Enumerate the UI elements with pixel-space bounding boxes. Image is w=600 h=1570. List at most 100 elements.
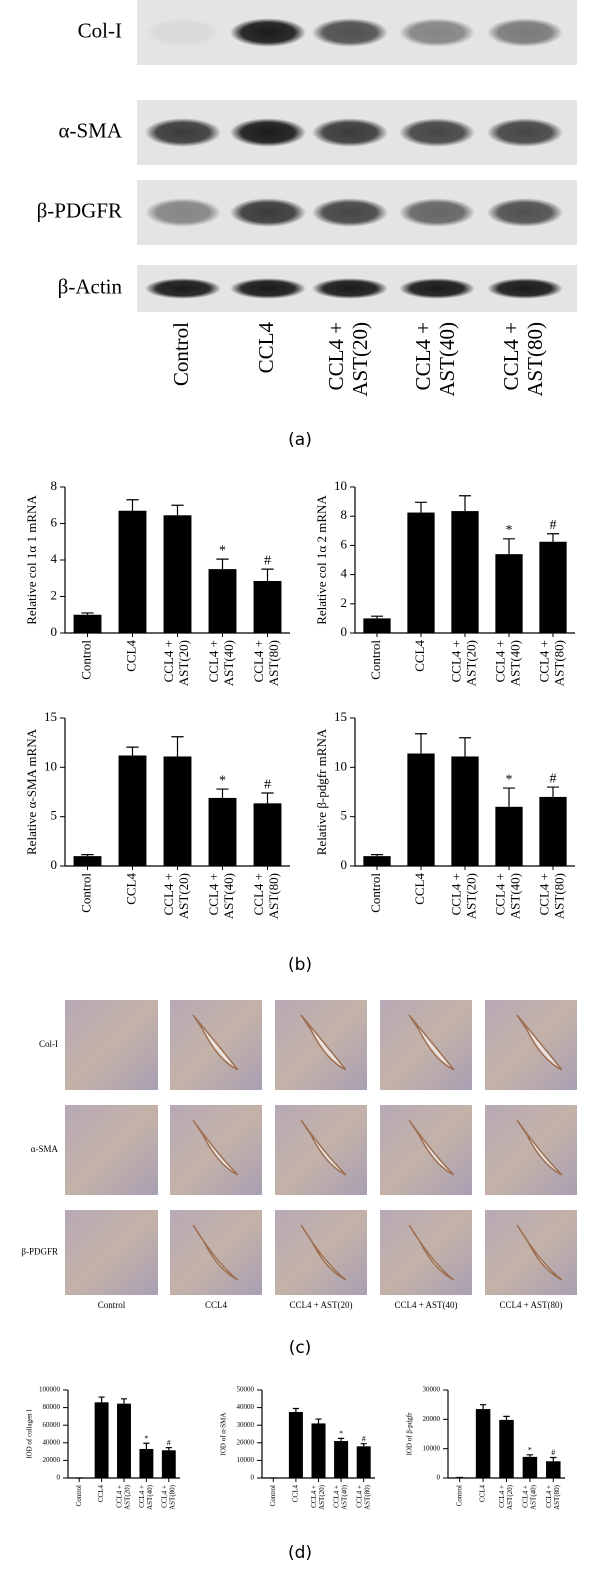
significance-marker: *: [528, 1445, 532, 1454]
y-tick-label: 30000: [423, 1386, 441, 1394]
blot-band: [487, 118, 563, 147]
blot-band: [312, 118, 388, 147]
x-tick-label: CCL4 +: [251, 640, 266, 682]
x-tick-label: CCL4 +: [116, 1485, 124, 1508]
x-tick-label: CCL4 +: [138, 1485, 146, 1508]
significance-marker: #: [550, 518, 557, 533]
bar-chart: 0 5 10 15 Relative α-SMA mRNA Control CCL4 CCL4…: [24, 709, 290, 919]
error-bar: [143, 1442, 150, 1449]
error-bar: [526, 1454, 534, 1457]
x-tick-label: AST(80): [266, 873, 281, 919]
bar: [94, 1402, 109, 1478]
blot-label: β-PDGFR: [37, 198, 122, 222]
blot-band: [399, 198, 475, 227]
y-tick-label: 10: [44, 758, 57, 773]
x-tick-label: AST(20): [176, 873, 191, 919]
column-label: CCL4 + AST(80): [499, 1300, 562, 1310]
bar: [356, 1446, 371, 1478]
y-tick-label: 20000: [423, 1415, 441, 1423]
y-tick-label: 10: [334, 478, 347, 493]
error-bar: [261, 792, 274, 804]
y-tick-label: 10000: [423, 1444, 441, 1452]
error-bar: [120, 1398, 128, 1404]
row-label: β-PDGFR: [21, 1247, 58, 1257]
x-tick-label: CCL4: [292, 1485, 300, 1503]
vessel: [300, 1119, 347, 1176]
blot-band: [399, 18, 475, 47]
lane-label: AST(20): [348, 322, 372, 397]
error-bar: [171, 504, 184, 516]
error-bar: [98, 1396, 105, 1403]
x-tick-label: AST(80): [551, 640, 566, 686]
error-bar: [550, 1456, 557, 1462]
significance-marker: *: [339, 1429, 343, 1438]
lane-label: CCL4 +: [324, 322, 348, 390]
blot-label: α-SMA: [58, 118, 122, 142]
y-axis-label: Relative β-pdgfr mRNA: [314, 728, 329, 855]
x-tick-label: Control: [75, 1485, 83, 1506]
x-tick-label: CCL4: [123, 640, 138, 672]
y-tick-label: 2: [51, 587, 58, 602]
x-tick-label: AST(80): [266, 640, 281, 686]
vessel: [408, 1224, 455, 1281]
y-axis-label: Relative col 1α 2 mRNA: [314, 495, 329, 625]
blot-band: [145, 198, 221, 227]
bar: [253, 803, 282, 866]
significance-marker: #: [550, 771, 557, 786]
error-bar: [502, 787, 516, 807]
y-tick-label: 6: [341, 536, 348, 551]
x-tick-label: CCL4: [412, 873, 427, 905]
error-bar: [261, 568, 274, 581]
bar: [475, 1409, 491, 1478]
blot-band: [145, 18, 221, 47]
error-bar: [81, 854, 94, 857]
column-label: Control: [98, 1300, 126, 1310]
blot-band: [487, 278, 563, 299]
vessel: [516, 1014, 563, 1071]
column-label: CCL4: [205, 1300, 228, 1310]
y-axis-label: IOD of collagen I: [26, 1409, 34, 1459]
bar: [118, 755, 147, 866]
y-axis-label: Relative α-SMA mRNA: [24, 728, 39, 855]
x-tick-label: AST(20): [318, 1484, 326, 1510]
blot-band: [312, 278, 388, 299]
x-tick-label: CCL4 +: [498, 1485, 506, 1508]
y-tick-label: 10000: [237, 1456, 255, 1464]
y-tick-label: 15: [334, 709, 347, 724]
y-tick-label: 0: [251, 1474, 255, 1482]
error-bar: [546, 786, 560, 797]
y-tick-label: 30000: [237, 1421, 255, 1429]
y-tick-label: 0: [437, 1474, 441, 1482]
bar: [407, 753, 435, 866]
error-bar: [315, 1418, 322, 1424]
error-bar: [360, 1443, 367, 1447]
x-tick-label: AST(40): [221, 873, 236, 919]
bar-chart: 0 5 10 15 Relative β-pdgfr mRNA Control CCL4 CC…: [314, 709, 575, 919]
y-tick-label: 10: [334, 758, 347, 773]
bar: [451, 511, 479, 633]
histology-image: [380, 1105, 472, 1195]
x-tick-label: Control: [269, 1485, 277, 1506]
histology-image: [65, 1105, 158, 1195]
x-tick-label: AST(40): [507, 873, 522, 919]
y-axis-label: IOD of β-pdgfr: [406, 1412, 414, 1455]
panel-label: (a): [288, 430, 312, 450]
bar: [253, 580, 282, 633]
y-tick-label: 8: [341, 507, 348, 522]
significance-marker: #: [264, 777, 271, 792]
panel-label: (b): [288, 955, 312, 975]
error-bar: [216, 558, 229, 570]
bar: [451, 756, 479, 866]
bar: [73, 856, 102, 866]
x-tick-label: CCL4 +: [160, 1485, 168, 1508]
error-bar: [292, 1407, 299, 1412]
bar: [539, 796, 567, 866]
y-tick-label: 20000: [43, 1456, 61, 1464]
x-tick-label: Control: [368, 873, 383, 913]
bar: [208, 797, 237, 866]
histology-image: [485, 1210, 577, 1295]
error-bar: [458, 495, 472, 512]
x-tick-label: CCL4: [412, 640, 427, 672]
significance-marker: #: [264, 554, 271, 569]
